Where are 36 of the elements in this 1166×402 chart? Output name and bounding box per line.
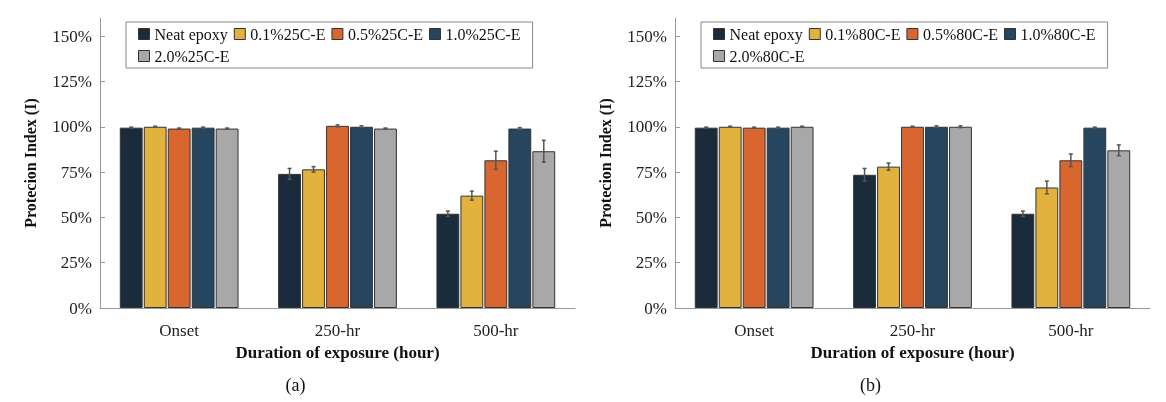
y-tick-label: 25% xyxy=(60,253,92,273)
legend-label: 0.5%80C-E xyxy=(922,25,999,43)
legend-label: 0.5%25C-E xyxy=(347,25,424,43)
y-axis-title: Protecion Index (I) xyxy=(21,98,40,228)
y-tick-label: 125% xyxy=(52,71,92,91)
y-tick-label: 0% xyxy=(644,298,667,318)
text: (a) xyxy=(285,375,306,396)
x-tick-label: Onset xyxy=(734,321,775,340)
x-tick-label: 250-hr xyxy=(314,321,361,340)
legend-label: 2.0%80C-E xyxy=(729,47,805,65)
x-tick-label: 500-hr xyxy=(473,321,519,340)
y-tick-label: 0% xyxy=(69,298,92,318)
y-tick-label: 50% xyxy=(60,207,92,227)
x-tick-label: 500-hr xyxy=(1048,321,1094,340)
x-tick-label: Onset xyxy=(159,321,200,340)
y-tick-label: 125% xyxy=(627,71,667,91)
y-axis-title: Protecion Index (I) xyxy=(596,98,615,228)
y-tick-label: 150% xyxy=(52,26,92,46)
y-tick-label: 100% xyxy=(52,117,92,137)
legend-label: 0.1%80C-E xyxy=(825,25,901,43)
x-axis-title: Duration of exposure (hour) xyxy=(810,343,1015,362)
y-tick-label: 150% xyxy=(627,26,667,46)
x-axis-title: Duration of exposure (hour) xyxy=(235,343,440,362)
legend-label: 1.0%80C-E xyxy=(1020,25,1096,43)
text: (b) xyxy=(860,375,882,396)
y-tick-label: 75% xyxy=(635,162,667,182)
legend-label: 2.0%25C-E xyxy=(154,47,230,65)
legend-label: 0.1%25C-E xyxy=(250,25,326,43)
y-tick-label: 50% xyxy=(635,207,667,227)
y-tick-label: 100% xyxy=(627,117,667,137)
x-tick-label: 250-hr xyxy=(889,321,936,340)
y-tick-label: 25% xyxy=(635,253,667,273)
legend-label: Neat epoxy xyxy=(729,25,803,44)
y-tick-label: 75% xyxy=(60,162,92,182)
legend-label: Neat epoxy xyxy=(154,25,228,44)
legend-label: 1.0%25C-E xyxy=(445,25,521,43)
